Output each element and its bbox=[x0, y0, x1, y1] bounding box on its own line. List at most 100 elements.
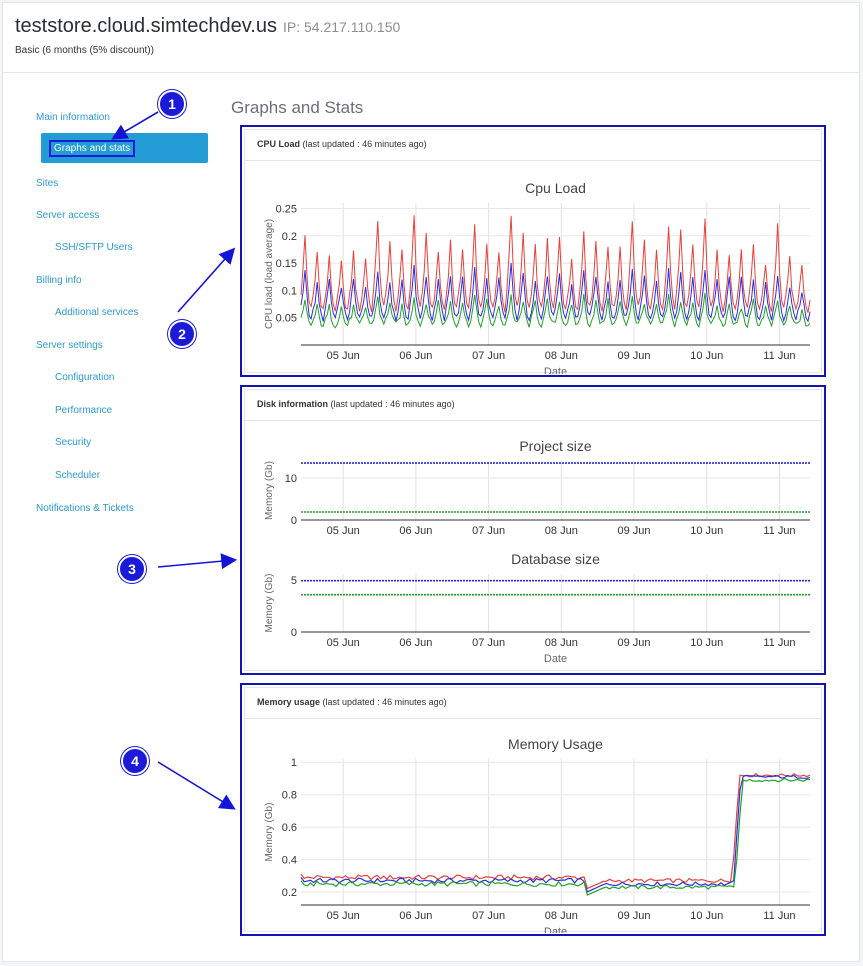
cpu-x-tick-label: 07 Jun bbox=[472, 350, 505, 362]
sidebar-item-ssh-sftp-users[interactable]: SSH/SFTP Users bbox=[55, 242, 133, 253]
cpu-load-panel-header: CPU Load (last updated : 46 minutes ago) bbox=[245, 130, 821, 161]
memory-usage-chart: 05 Jun 06 Jun 07 Jun 08 Jun 09 Jun 10 Jun 11 J… bbox=[264, 736, 811, 933]
cpu-y-tick-label: 0.05 bbox=[276, 313, 297, 325]
cpu-title: Cpu Load bbox=[525, 180, 586, 196]
callout-2: 2 bbox=[168, 320, 196, 348]
cpu-load-chart: 05 Jun 06 Jun 07 Jun 08 Jun 09 Jun 10 Jun 11 J… bbox=[264, 180, 811, 374]
project-size-x-tick-label: 07 Jun bbox=[472, 525, 505, 537]
memory-x-tick-label: 09 Jun bbox=[618, 910, 651, 922]
cpu-y-tick-label: 0.25 bbox=[276, 203, 297, 215]
cpu-x-tick-label: 08 Jun bbox=[545, 350, 578, 362]
database-size-title: Database size bbox=[511, 551, 600, 567]
cpu-x-tick-label: 05 Jun bbox=[327, 350, 360, 362]
memory-x-tick-label: 11 Jun bbox=[763, 910, 795, 922]
project-size-x-tick-label: 10 Jun bbox=[690, 525, 723, 537]
project-size-y-tick-label: 0 bbox=[291, 515, 297, 527]
cpu-y-tick-label: 0.15 bbox=[276, 258, 297, 270]
cpu-x-tick-label: 09 Jun bbox=[618, 350, 651, 362]
sidebar-item-scheduler[interactable]: Scheduler bbox=[55, 470, 101, 481]
project-size-x-tick-label: 11 Jun bbox=[763, 525, 795, 537]
cpu-load-panel-updated: (last updated : 46 minutes ago) bbox=[302, 139, 427, 149]
cpu-series-line bbox=[300, 215, 811, 313]
sidebar-item-sites[interactable]: Sites bbox=[36, 178, 59, 189]
sidebar-item-billing-info[interactable]: Billing info bbox=[36, 275, 82, 286]
memory-y-tick-label: 0.2 bbox=[282, 887, 297, 899]
database-size-x-tick-label: 07 Jun bbox=[472, 637, 505, 649]
sidebar-item-notifications-tickets[interactable]: Notifications & Tickets bbox=[36, 503, 134, 514]
database-size-x-tick-label: 09 Jun bbox=[618, 637, 651, 649]
disk-information-panel-inner: Disk information (last updated : 46 minu… bbox=[244, 389, 822, 671]
memory-title: Memory Usage bbox=[508, 736, 603, 752]
callout-4: 4 bbox=[121, 747, 149, 775]
project-size-x-tick-label: 06 Jun bbox=[399, 525, 432, 537]
memory-y-tick-label: 0.8 bbox=[282, 790, 297, 802]
memory-series-line bbox=[300, 777, 811, 896]
memory-usage-panel: Memory usage (last updated : 46 minutes … bbox=[240, 683, 826, 936]
section-title: Graphs and Stats bbox=[231, 98, 364, 117]
memory-x-tick-label: 08 Jun bbox=[545, 910, 578, 922]
page-title: teststore.cloud.simtechdev.us IP: 54.217.… bbox=[15, 15, 400, 38]
sidebar-item-server-access[interactable]: Server access bbox=[36, 210, 100, 221]
project-size-y-axis-label: Memory (Gb) bbox=[264, 461, 275, 520]
sidebar-item-performance[interactable]: Performance bbox=[55, 405, 113, 416]
cpu-x-axis-label: Date bbox=[544, 366, 567, 374]
memory-x-tick-label: 06 Jun bbox=[399, 910, 432, 922]
memory-usage-panel-title: Memory usage bbox=[257, 697, 321, 707]
sidebar-item-additional-services[interactable]: Additional services bbox=[55, 307, 139, 318]
cpu-x-tick-label: 11 Jun bbox=[763, 350, 795, 362]
memory-x-tick-label: 05 Jun bbox=[327, 910, 360, 922]
cpu-load-panel-inner: CPU Load (last updated : 46 minutes ago)… bbox=[244, 129, 822, 374]
store-header: teststore.cloud.simtechdev.us IP: 54.217.… bbox=[3, 3, 859, 73]
database-size-x-tick-label: 10 Jun bbox=[690, 637, 723, 649]
database-size-y-tick-label: 0 bbox=[291, 627, 297, 639]
sidebar-item-security[interactable]: Security bbox=[55, 437, 92, 448]
cpu-series-line bbox=[300, 262, 811, 323]
plan-label: Basic (6 months (5% discount)) bbox=[15, 45, 154, 56]
memory-usage-panel-inner: Memory usage (last updated : 46 minutes … bbox=[244, 687, 822, 933]
project-size-title: Project size bbox=[519, 438, 592, 454]
sidebar-item-server-settings[interactable]: Server settings bbox=[36, 340, 103, 351]
disk-charts: 05 Jun 06 Jun 07 Jun 08 Jun 09 Jun 10 Jun 11 J… bbox=[264, 438, 810, 665]
sidebar-item-configuration[interactable]: Configuration bbox=[55, 372, 115, 383]
memory-usage-panel-header: Memory usage (last updated : 46 minutes … bbox=[245, 688, 821, 719]
sidebar-item-graphs-and-stats[interactable]: Graphs and stats bbox=[49, 140, 136, 157]
memory-x-tick-label: 10 Jun bbox=[690, 910, 723, 922]
callout-3: 3 bbox=[118, 555, 146, 583]
disk-information-panel: Disk information (last updated : 46 minu… bbox=[240, 385, 826, 675]
cpu-y-axis-label: CPU load (load average) bbox=[264, 219, 275, 329]
cpu-load-panel-title: CPU Load bbox=[257, 139, 301, 149]
memory-y-tick-label: 0.6 bbox=[282, 822, 297, 834]
database-size-y-tick-label: 5 bbox=[291, 575, 297, 587]
cpu-y-tick-label: 0.2 bbox=[282, 231, 297, 243]
memory-series-line bbox=[300, 772, 811, 890]
memory-x-tick-label: 07 Jun bbox=[472, 910, 505, 922]
sidebar-item-main-information[interactable]: Main information bbox=[36, 112, 110, 123]
memory-x-axis-label: Date bbox=[544, 926, 567, 933]
cpu-x-tick-label: 06 Jun bbox=[399, 350, 432, 362]
cpu-load-panel: CPU Load (last updated : 46 minutes ago)… bbox=[240, 125, 826, 377]
memory-y-tick-label: 1 bbox=[291, 757, 297, 769]
database-size-x-axis-label: Date bbox=[544, 653, 567, 665]
database-size-x-tick-label: 08 Jun bbox=[545, 637, 578, 649]
database-size-x-tick-label: 06 Jun bbox=[399, 637, 432, 649]
cpu-series-line bbox=[300, 292, 811, 329]
cpu-x-tick-label: 10 Jun bbox=[690, 350, 723, 362]
memory-series-line bbox=[300, 774, 811, 893]
database-size-x-tick-label: 05 Jun bbox=[327, 637, 360, 649]
memory-usage-panel-updated: (last updated : 46 minutes ago) bbox=[322, 697, 447, 707]
disk-information-panel-title: Disk information bbox=[257, 399, 329, 409]
disk-information-panel-header: Disk information (last updated : 46 minu… bbox=[245, 390, 821, 421]
memory-y-tick-label: 0.4 bbox=[282, 855, 297, 867]
project-size-x-tick-label: 05 Jun bbox=[327, 525, 360, 537]
database-size-x-tick-label: 11 Jun bbox=[763, 637, 795, 649]
disk-information-panel-updated: (last updated : 46 minutes ago) bbox=[330, 399, 455, 409]
project-size-x-tick-label: 09 Jun bbox=[618, 525, 651, 537]
project-size-x-tick-label: 08 Jun bbox=[545, 525, 578, 537]
memory-y-axis-label: Memory (Gb) bbox=[264, 803, 275, 862]
callout-1: 1 bbox=[158, 90, 186, 118]
cpu-y-tick-label: 0.1 bbox=[282, 285, 297, 297]
store-ip: IP: 54.217.110.150 bbox=[282, 19, 401, 35]
project-size-y-tick-label: 10 bbox=[285, 473, 297, 485]
store-domain: teststore.cloud.simtechdev.us bbox=[15, 15, 277, 37]
database-size-y-axis-label: Memory (Gb) bbox=[264, 574, 275, 633]
